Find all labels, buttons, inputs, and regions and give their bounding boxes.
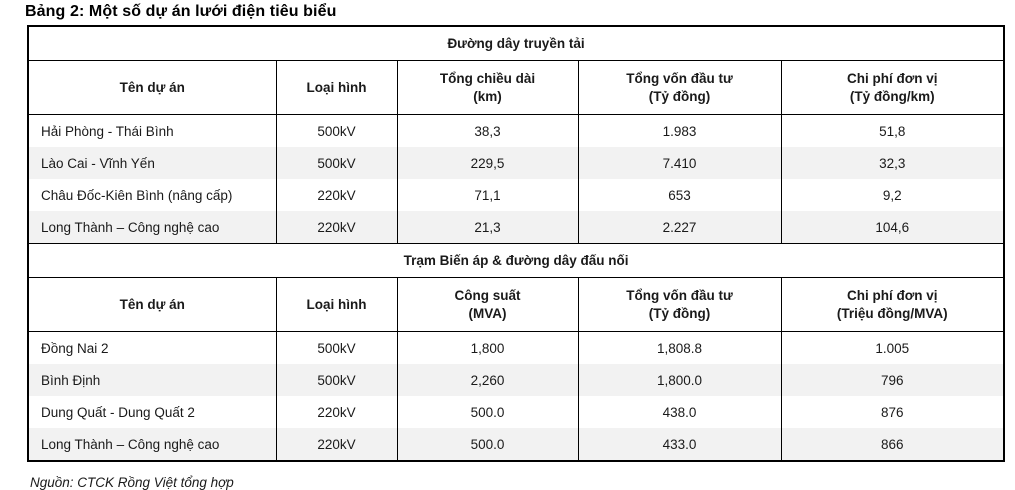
length-cell: 21,3	[396, 211, 579, 244]
capacity-cell: 1,800	[396, 331, 579, 364]
project-name-cell: Đồng Nai 2	[27, 331, 277, 364]
column-header-investment: Tổng vốn đầu tư (Tỷ đồng)	[577, 277, 782, 332]
unit-cost-cell: 796	[780, 364, 1005, 396]
length-cell: 71,1	[396, 179, 579, 211]
investment-cell: 1.983	[577, 114, 782, 147]
project-name-cell: Châu Đốc-Kiên Bình (nâng cấp)	[27, 179, 277, 211]
unit-cost-cell: 104,6	[780, 211, 1005, 244]
source-note: Nguồn: CTCK Rồng Việt tổng hợp	[30, 475, 234, 490]
voltage-cell: 220kV	[275, 428, 398, 461]
column-header-project-name: Tên dự án	[27, 60, 277, 115]
column-header-type: Loại hình	[275, 277, 398, 332]
table-row: Long Thành – Công nghệ cao 220kV 500.0 4…	[27, 428, 1005, 461]
investment-cell: 1,808.8	[577, 331, 782, 364]
column-header-unit-cost: Chi phí đơn vị (Triệu đồng/MVA)	[780, 277, 1005, 332]
voltage-cell: 500kV	[275, 364, 398, 396]
length-cell: 229,5	[396, 147, 579, 179]
investment-cell: 653	[577, 179, 782, 211]
table-row: Châu Đốc-Kiên Bình (nâng cấp) 220kV 71,1…	[27, 179, 1005, 211]
voltage-cell: 500kV	[275, 331, 398, 364]
section-header: Đường dây truyền tải	[28, 25, 1005, 61]
table-row: Đồng Nai 2 500kV 1,800 1,808.8 1.005	[27, 331, 1005, 364]
column-header-investment: Tổng vốn đầu tư (Tỷ đồng)	[577, 60, 782, 115]
table-row: Bình Định 500kV 2,260 1,800.0 796	[27, 364, 1005, 396]
capacity-cell: 2,260	[396, 364, 579, 396]
column-header-capacity: Công suất (MVA)	[396, 277, 579, 332]
table-row: Hải Phòng - Thái Bình 500kV 38,3 1.983 5…	[27, 114, 1005, 147]
table-row: Lào Cai - Vĩnh Yến 500kV 229,5 7.410 32,…	[27, 147, 1005, 179]
project-name-cell: Hải Phòng - Thái Bình	[27, 114, 277, 147]
table-row: Long Thành – Công nghệ cao 220kV 21,3 2.…	[27, 211, 1005, 244]
project-name-cell: Long Thành – Công nghệ cao	[27, 211, 277, 244]
column-header-length: Tổng chiều dài (km)	[396, 60, 579, 115]
project-name-cell: Dung Quất - Dung Quất 2	[27, 396, 277, 428]
voltage-cell: 220kV	[275, 211, 398, 244]
section-header-row: Trạm Biến áp & đường dây đấu nối	[28, 243, 1005, 278]
investment-cell: 2.227	[577, 211, 782, 244]
voltage-cell: 500kV	[275, 147, 398, 179]
unit-cost-cell: 1.005	[780, 331, 1005, 364]
investment-cell: 7.410	[577, 147, 782, 179]
table-row: Dung Quất - Dung Quất 2 220kV 500.0 438.…	[27, 396, 1005, 428]
capacity-cell: 500.0	[396, 428, 579, 461]
project-name-cell: Lào Cai - Vĩnh Yến	[27, 147, 277, 179]
section-header: Trạm Biến áp & đường dây đấu nối	[28, 243, 1005, 278]
unit-cost-cell: 51,8	[780, 114, 1005, 147]
column-header-row: Tên dự án Loại hình Công suất (MVA) Tổng…	[27, 277, 1005, 332]
length-cell: 38,3	[396, 114, 579, 147]
voltage-cell: 500kV	[275, 114, 398, 147]
capacity-cell: 500.0	[396, 396, 579, 428]
column-header-type: Loại hình	[275, 60, 398, 115]
unit-cost-cell: 9,2	[780, 179, 1005, 211]
voltage-cell: 220kV	[275, 396, 398, 428]
unit-cost-cell: 876	[780, 396, 1005, 428]
project-name-cell: Long Thành – Công nghệ cao	[27, 428, 277, 461]
project-name-cell: Bình Định	[27, 364, 277, 396]
column-header-unit-cost: Chi phí đơn vị (Tỷ đồng/km)	[780, 60, 1005, 115]
investment-cell: 1,800.0	[577, 364, 782, 396]
investment-cell: 433.0	[577, 428, 782, 461]
table-title: Bảng 2: Một số dự án lưới điện tiêu biểu	[25, 3, 337, 20]
section-header-row: Đường dây truyền tải	[28, 25, 1005, 61]
unit-cost-cell: 866	[780, 428, 1005, 461]
column-header-row: Tên dự án Loại hình Tổng chiều dài (km) …	[27, 60, 1005, 115]
power-grid-projects-table: Đường dây truyền tải Tên dự án Loại hình…	[27, 25, 1006, 462]
investment-cell: 438.0	[577, 396, 782, 428]
column-header-project-name: Tên dự án	[27, 277, 277, 332]
unit-cost-cell: 32,3	[780, 147, 1005, 179]
voltage-cell: 220kV	[275, 179, 398, 211]
